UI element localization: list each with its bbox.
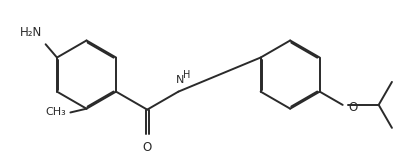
Text: O: O — [142, 141, 152, 154]
Text: H₂N: H₂N — [20, 26, 42, 39]
Text: H: H — [183, 70, 190, 80]
Text: CH₃: CH₃ — [46, 107, 67, 117]
Text: N: N — [176, 75, 184, 85]
Text: O: O — [348, 101, 358, 114]
